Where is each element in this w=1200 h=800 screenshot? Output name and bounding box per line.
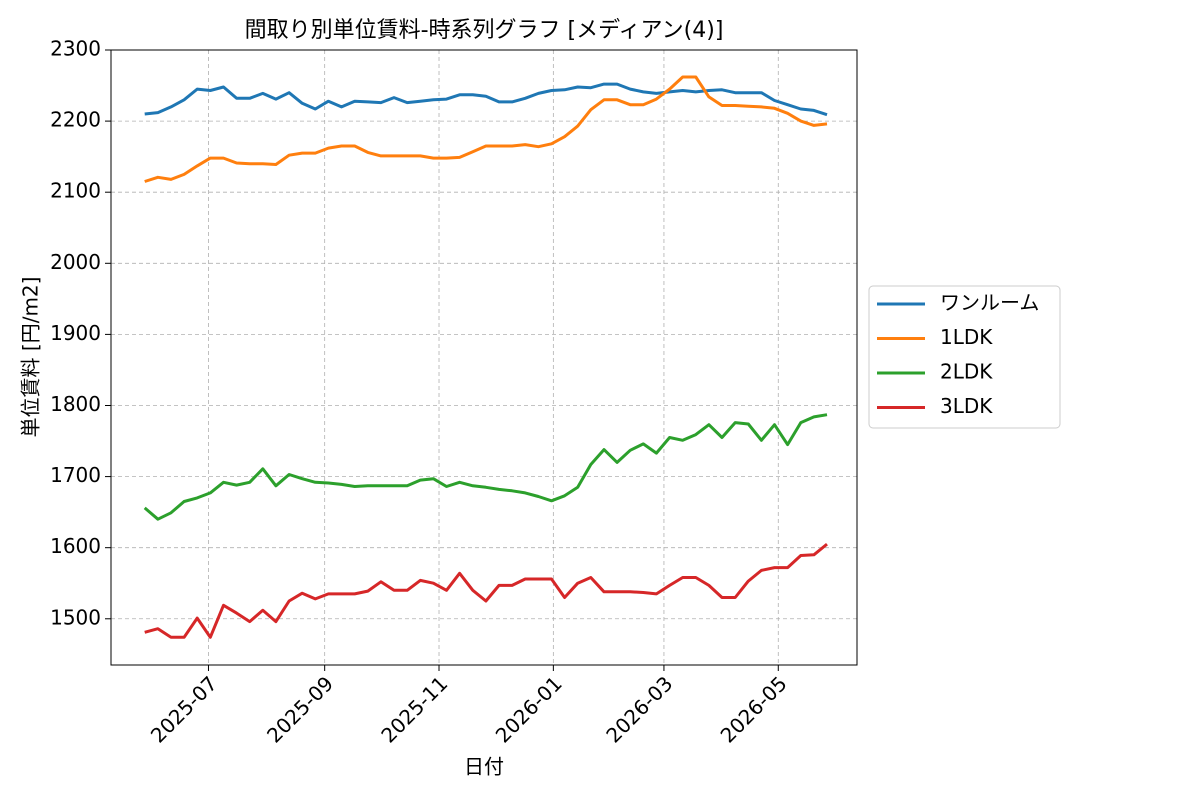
legend-label: 1LDK	[940, 325, 993, 349]
x-tick-label: 2025-11	[376, 671, 452, 747]
y-tick-label: 1500	[50, 605, 101, 629]
y-tick-label: 2200	[50, 108, 101, 132]
y-tick-label: 2000	[50, 250, 101, 274]
plot-frame	[110, 49, 858, 666]
legend-label: 2LDK	[940, 360, 993, 384]
series-line	[143, 413, 828, 521]
y-tick-label: 1800	[50, 392, 101, 416]
x-tick-label: 2026-03	[601, 671, 677, 747]
y-tick-label: 1600	[50, 534, 101, 558]
x-tick-label: 2026-01	[491, 671, 567, 747]
y-tick-label: 1700	[50, 463, 101, 487]
y-tick-label: 2100	[50, 179, 101, 203]
y-tick-label: 1900	[50, 321, 101, 345]
legend-label: 3LDK	[940, 394, 993, 418]
series-line	[144, 542, 828, 639]
legend: ワンルーム 1LDK 2LDK 3LDK	[868, 285, 1061, 429]
series-line	[144, 75, 828, 183]
x-tick-label: 2025-07	[146, 671, 222, 747]
chart-title: 間取り別単位賃料-時系列グラフ [メディアン(4)]	[245, 18, 724, 43]
x-tick-label: 2025-09	[262, 671, 338, 747]
y-tick-label: 2300	[50, 37, 101, 61]
x-tick-label: 2026-05	[716, 671, 792, 747]
y-axis-label: 単位賃料 [円/m2]	[19, 277, 43, 438]
series-line	[144, 82, 828, 117]
legend-box	[868, 285, 1061, 429]
x-axis-label: 日付	[464, 755, 504, 779]
legend-label: ワンルーム	[940, 291, 1039, 315]
